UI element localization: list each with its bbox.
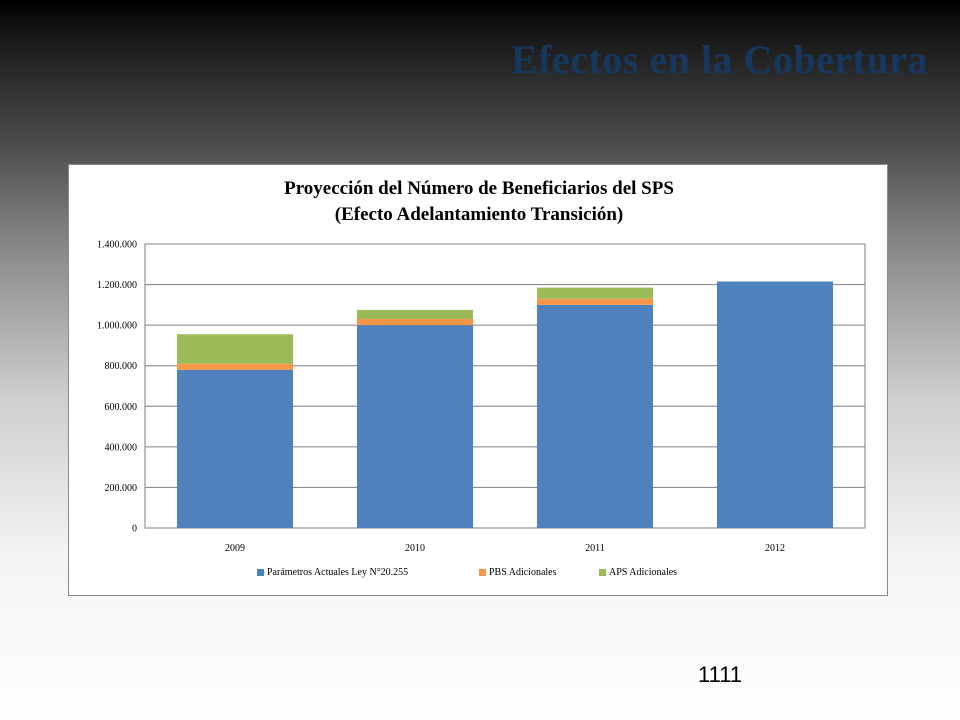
slide-title: Efectos en la Cobertura: [511, 37, 928, 82]
legend-swatch: [599, 569, 606, 576]
y-tick-label: 800.000: [105, 361, 138, 372]
legend-item-series-3: APS Adicionales: [599, 567, 677, 578]
legend-swatch: [479, 569, 486, 576]
legend-swatch: [257, 569, 264, 576]
bar-2011-series-3: [536, 287, 654, 299]
legend-label: Parámetros Actuales Ley N°20.255: [267, 567, 409, 578]
x-tick-label: 2012: [765, 543, 785, 554]
y-tick-label: 1.400.000: [97, 240, 137, 251]
chart-frame: Proyección del Número de Beneficiarios d…: [68, 164, 888, 596]
chart-title-line2: (Efecto Adelantamiento Transición): [334, 204, 624, 225]
legend-label: APS Adicionales: [609, 567, 678, 578]
bar-2010-series-1: [356, 325, 474, 528]
y-tick-label: 600.000: [105, 402, 138, 413]
bar-2009-series-2: [176, 363, 294, 370]
bar-2009-series-1: [176, 369, 294, 528]
bar-2012-series-1: [716, 281, 834, 528]
legend-item-series-2: PBS Adicionales: [479, 567, 557, 578]
bar-2010-series-3: [356, 309, 474, 320]
page-number: 1111: [698, 662, 743, 687]
y-tick-label: 1.200.000: [97, 280, 137, 291]
y-tick-label: 200.000: [105, 483, 138, 494]
x-tick-label: 2010: [405, 543, 425, 554]
legend-label: PBS Adicionales: [489, 567, 557, 578]
y-tick-label: 0: [132, 524, 137, 535]
bar-2009-series-3: [176, 334, 294, 364]
y-tick-label: 1.000.000: [97, 321, 137, 332]
chart-legend: Parámetros Actuales Ley N°20.255 PBS Adic…: [69, 567, 889, 585]
bar-2010-series-2: [356, 319, 474, 326]
plot-area-border: [144, 243, 866, 529]
x-tick-label: 2011: [585, 543, 605, 554]
legend-item-series-1: Parámetros Actuales Ley N°20.255: [257, 567, 408, 578]
x-tick-label: 2009: [225, 543, 245, 554]
bar-2011-series-1: [536, 304, 654, 528]
chart-title-line1: Proyección del Número de Beneficiarios d…: [284, 178, 674, 199]
bar-2011-series-2: [536, 298, 654, 305]
chart-plot: 0 200.000 400.000 600.000 800.000 1.000.000 1.…: [97, 240, 866, 554]
y-tick-label: 400.000: [105, 442, 138, 453]
